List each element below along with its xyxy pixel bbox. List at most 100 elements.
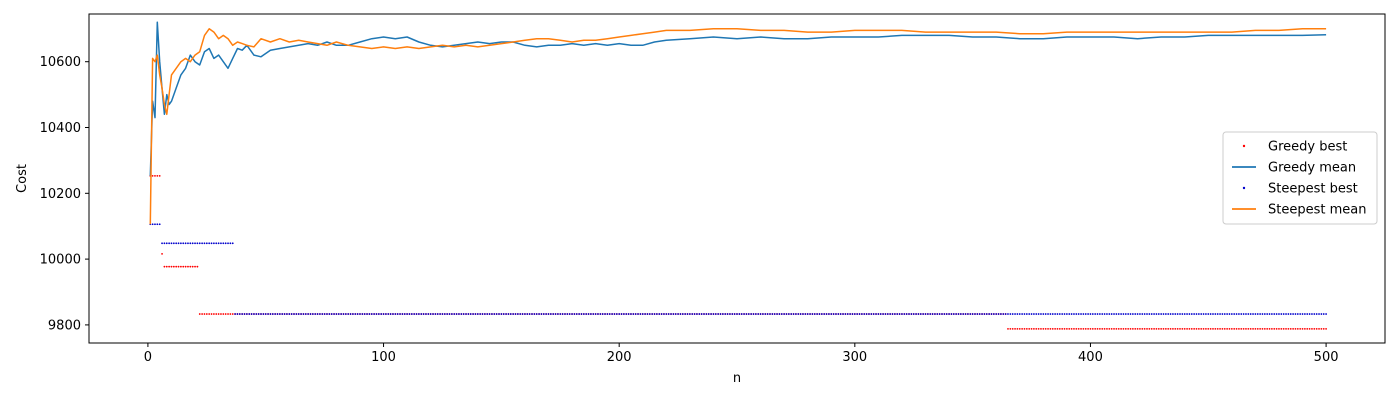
x-tick-label-1: 100 [371, 350, 396, 365]
series-2-point-126 [446, 313, 449, 315]
series-2-point-291 [835, 313, 837, 315]
series-2-point-368 [1016, 313, 1019, 315]
series-2-point-420 [1139, 313, 1141, 315]
series-2-point-1 [151, 223, 154, 226]
series-0-point-16 [187, 265, 189, 268]
series-2-point-58 [286, 313, 288, 315]
series-2-point-307 [872, 313, 875, 315]
series-0-point-392 [1073, 327, 1075, 330]
series-2-point-248 [733, 313, 736, 315]
series-2-point-334 [936, 313, 939, 315]
series-0-point-426 [1153, 327, 1155, 330]
series-2-point-433 [1169, 313, 1172, 315]
series-2-point-65 [302, 313, 305, 315]
series-2-point-178 [568, 313, 571, 315]
series-2-point-214 [653, 313, 656, 315]
series-2-point-343 [957, 313, 960, 315]
series-2-point-151 [505, 313, 507, 315]
series-2-point-133 [462, 313, 465, 315]
series-2-point-110 [408, 313, 411, 315]
series-0-point-452 [1214, 327, 1217, 330]
series-2-point-255 [750, 313, 753, 315]
series-0-point-443 [1193, 327, 1196, 330]
series-2-point-423 [1146, 313, 1148, 315]
series-2-point-81 [340, 313, 343, 315]
y-axis-label: Cost [15, 164, 30, 193]
series-0-point-395 [1080, 327, 1082, 330]
series-2-point-212 [648, 313, 651, 315]
series-2-point-114 [417, 313, 420, 315]
series-0-point-465 [1245, 327, 1247, 330]
series-2-point-165 [538, 313, 540, 315]
series-0-point-485 [1292, 327, 1294, 330]
series-0-point-413 [1122, 327, 1125, 330]
series-2-point-372 [1025, 313, 1028, 315]
series-2-point-149 [500, 313, 503, 315]
series-2-point-199 [618, 313, 621, 315]
series-2-point-347 [967, 313, 969, 315]
series-2-point-487 [1296, 313, 1299, 315]
series-2-point-111 [410, 313, 413, 315]
series-2-point-445 [1197, 313, 1200, 315]
series-2-point-463 [1240, 313, 1243, 315]
series-2-point-109 [406, 313, 409, 315]
series-2-point-455 [1221, 313, 1224, 315]
series-2-point-481 [1282, 313, 1285, 315]
series-2-point-326 [917, 313, 920, 315]
series-2-point-186 [587, 313, 590, 315]
series-2-point-116 [422, 313, 425, 315]
series-2-point-183 [580, 313, 583, 315]
series-2-point-474 [1266, 313, 1269, 315]
series-2-point-28 [215, 242, 218, 245]
series-2-point-234 [700, 313, 703, 315]
series-2-point-96 [375, 313, 378, 315]
series-2-point-103 [392, 313, 394, 315]
series-2-point-163 [533, 313, 536, 315]
series-2-point-51 [269, 313, 272, 315]
series-2-point-48 [262, 313, 265, 315]
series-2-point-129 [453, 313, 456, 315]
series-2-point-202 [625, 313, 628, 315]
series-2-point-358 [992, 313, 995, 315]
series-2-point-409 [1113, 313, 1115, 315]
series-2-point-258 [757, 313, 760, 315]
series-2-point-157 [519, 313, 522, 315]
series-2-point-360 [997, 313, 1000, 315]
series-0-point-491 [1306, 327, 1309, 330]
series-2-point-262 [766, 313, 769, 315]
series-2-point-465 [1245, 313, 1247, 315]
series-2-point-150 [502, 313, 505, 315]
series-2-point-4 [158, 223, 161, 226]
series-0-point-377 [1037, 327, 1040, 330]
series-0-point-9 [170, 265, 173, 268]
series-2-point-50 [267, 313, 269, 315]
series-0-point-30 [220, 313, 222, 315]
series-2-point-251 [740, 313, 743, 315]
series-0-point-412 [1120, 327, 1122, 330]
series-0-point-468 [1252, 327, 1254, 330]
series-0-point-435 [1174, 327, 1177, 330]
series-0-point-442 [1190, 327, 1193, 330]
series-2-point-390 [1068, 313, 1071, 315]
series-2-point-47 [260, 313, 262, 315]
series-0-point-422 [1143, 327, 1146, 330]
series-2-point-62 [295, 313, 298, 315]
series-0-point-403 [1098, 327, 1101, 330]
series-2-point-424 [1148, 313, 1151, 315]
series-2-point-441 [1188, 313, 1191, 315]
series-2-point-498 [1322, 313, 1325, 315]
series-0-point-463 [1240, 327, 1243, 330]
series-2-point-349 [971, 313, 974, 315]
series-2-point-333 [934, 313, 936, 315]
series-2-point-344 [959, 313, 962, 315]
series-0-point-430 [1162, 327, 1165, 330]
series-2-point-365 [1009, 313, 1012, 315]
series-2-point-236 [705, 313, 708, 315]
series-2-point-324 [912, 313, 915, 315]
series-0-point-405 [1103, 327, 1106, 330]
series-2-point-142 [483, 313, 486, 315]
series-2-point-437 [1179, 313, 1181, 315]
series-2-point-293 [839, 313, 842, 315]
series-2-point-253 [745, 313, 748, 315]
series-0-point-372 [1025, 327, 1028, 330]
